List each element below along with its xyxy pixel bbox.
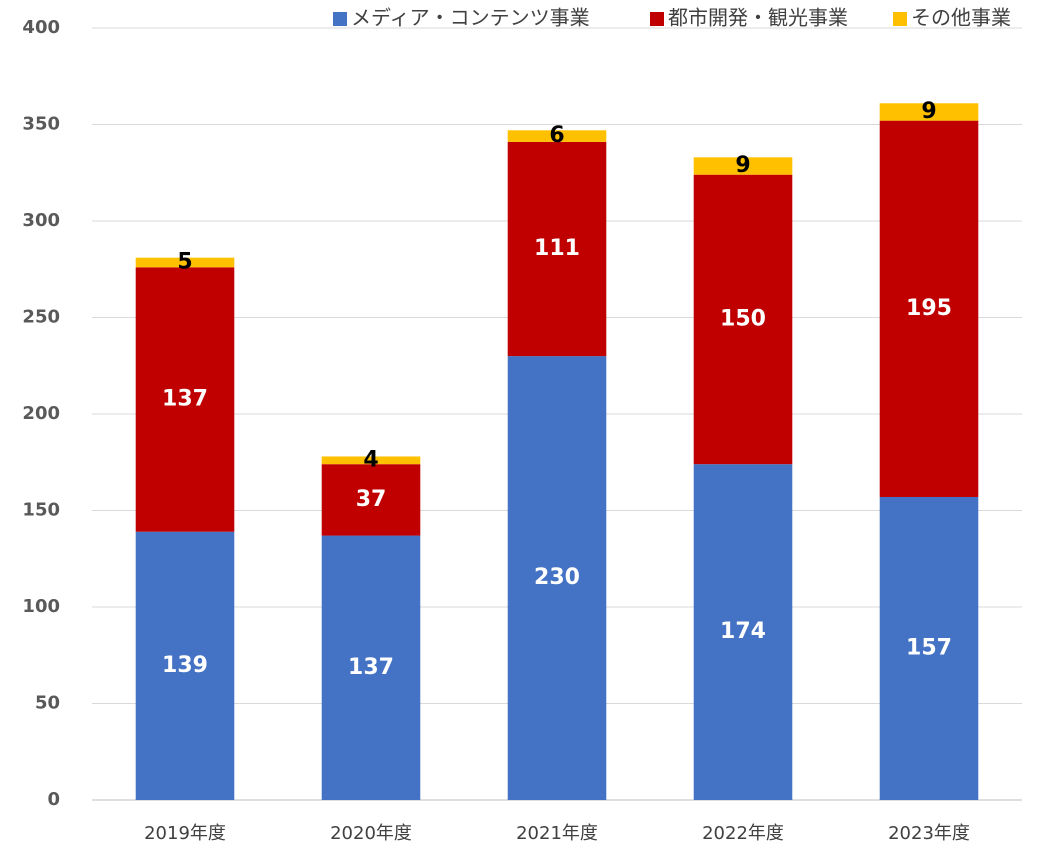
data-label: 230	[534, 565, 580, 590]
bar-segment	[879, 120, 979, 497]
data-label: 37	[356, 487, 387, 512]
bar-segment	[693, 174, 793, 465]
y-tick-label: 350	[22, 114, 60, 135]
y-tick-label: 0	[47, 789, 60, 810]
bar-segment	[135, 531, 235, 800]
x-tick-label: 2019年度	[144, 823, 226, 844]
bar-segment	[507, 130, 607, 142]
bar-segment	[321, 464, 421, 536]
data-label: 4	[363, 447, 378, 472]
bar-segment	[693, 157, 793, 175]
bar-segment	[879, 496, 979, 800]
data-label: 195	[906, 296, 952, 321]
data-label: 174	[720, 619, 766, 644]
data-label: 6	[549, 123, 564, 148]
y-tick-label: 100	[22, 596, 60, 617]
data-label: 139	[162, 653, 208, 678]
bar-segment	[507, 141, 607, 357]
data-label: 137	[348, 655, 394, 680]
legend-swatch	[893, 12, 907, 26]
data-label: 150	[720, 306, 766, 331]
x-tick-label: 2023年度	[888, 823, 970, 844]
y-tick-label: 150	[22, 500, 60, 521]
y-tick-label: 200	[22, 403, 60, 424]
legend-swatch	[650, 12, 664, 26]
bar-segment	[321, 456, 421, 465]
bar-segment	[693, 464, 793, 800]
bar-segment	[135, 267, 235, 532]
y-tick-label: 50	[35, 693, 60, 714]
legend-label: その他事業	[911, 6, 1011, 30]
bar-segment	[135, 257, 235, 268]
x-tick-label: 2022年度	[702, 823, 784, 844]
bar-segment	[507, 356, 607, 800]
legend-swatch	[333, 12, 347, 26]
y-tick-label: 300	[22, 210, 60, 231]
data-label: 9	[921, 99, 936, 124]
data-label: 5	[177, 249, 192, 274]
y-tick-label: 400	[22, 17, 60, 38]
data-label: 157	[906, 635, 952, 660]
data-label: 9	[735, 153, 750, 178]
legend-label: 都市開発・観光事業	[668, 6, 848, 30]
legend-label: メディア・コンテンツ事業	[351, 6, 590, 30]
x-tick-label: 2020年度	[330, 823, 412, 844]
x-tick-label: 2021年度	[516, 823, 598, 844]
data-label: 111	[534, 236, 580, 261]
data-label: 137	[162, 387, 208, 412]
bar-segment	[321, 535, 421, 800]
bar-segment	[879, 103, 979, 121]
y-tick-label: 250	[22, 307, 60, 328]
